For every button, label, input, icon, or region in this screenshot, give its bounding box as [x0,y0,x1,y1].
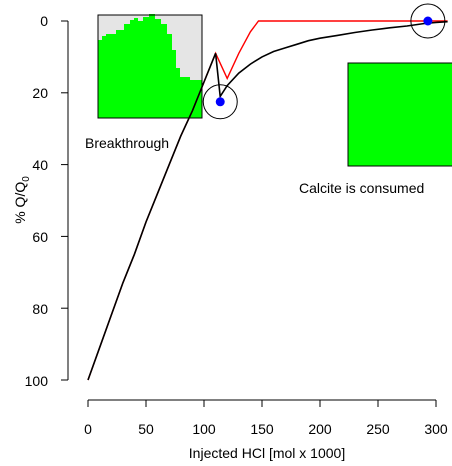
inset-border [97,14,203,119]
data-point-marker [423,16,433,26]
highlight-ring [410,3,446,39]
highlight-ring [202,84,238,120]
x-tick-label: 0 [84,421,92,437]
y-tick-labels: 0 20 40 60 80 100 [25,13,49,389]
y-tick-label: 0 [40,13,48,29]
series-layer [87,20,448,381]
inset-fill [347,62,452,167]
x-axis [87,399,437,407]
series-line [87,20,448,381]
y-tick-label: 80 [32,301,48,317]
y-axis [61,20,69,381]
y-axis-label-subscript: 0 [21,176,32,182]
x-tick-labels: 0 50 100 150 200 250 300 [84,421,448,437]
breakthrough-label: Breakthrough [85,135,169,151]
calcite-label: Calcite is consumed [299,180,424,196]
x-tick-label: 100 [192,421,216,437]
data-point-marker [215,97,225,107]
breakthrough-inset [97,14,203,119]
y-tick-label: 60 [32,229,48,245]
y-axis-label-main: % Q/Q [12,182,28,224]
inset-histogram [98,14,202,118]
x-tick-label: 150 [250,421,274,437]
x-tick-label: 250 [366,421,390,437]
x-tick-label: 300 [424,421,448,437]
y-tick-label: 40 [32,157,48,173]
y-axis-label: % Q/Q0 [12,176,32,224]
x-tick-label: 50 [138,421,154,437]
y-tick-label: 20 [32,85,48,101]
x-tick-label: 200 [308,421,332,437]
calcite-inset [347,62,452,167]
y-tick-label: 100 [25,373,49,389]
marker-layer [202,3,446,120]
x-axis-label: Injected HCl [mol x 1000] [189,445,345,461]
